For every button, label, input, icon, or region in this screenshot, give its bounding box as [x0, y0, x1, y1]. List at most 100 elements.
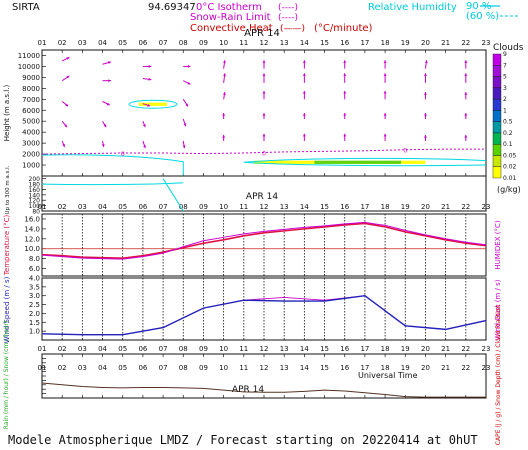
wind-arrow-head	[424, 134, 427, 138]
hour-label-lower: 01	[38, 345, 47, 353]
lowlevel-axis-label: Up to 300 m a.s.l.	[5, 165, 11, 214]
wind-arrow-head	[222, 134, 226, 138]
wind-arrow-head	[302, 73, 306, 76]
rh-contour	[162, 178, 184, 212]
hour-label-bottom: 02	[58, 364, 67, 372]
hour-label-top: 14	[300, 39, 309, 47]
y-tick-label: 7000	[22, 96, 40, 104]
hour-label-lower: 10	[219, 345, 228, 353]
y-tick-label: 100	[29, 203, 41, 210]
hour-label-bottom: 17	[360, 364, 369, 372]
legend-snowrain-symbol: (----)	[278, 13, 298, 23]
clouds-title: Clouds	[493, 43, 524, 53]
y-tick-label: 160	[29, 187, 41, 194]
y-tick-label: 80	[32, 209, 40, 216]
wind-arrow-head	[66, 57, 70, 60]
wind-arrow-head	[103, 124, 107, 128]
hour-label-bottom: 10	[219, 364, 228, 372]
humidex-axis-label: HUMIDEX (°C)	[494, 220, 502, 269]
hour-label-lower: 07	[159, 345, 168, 353]
wind-arrow-head	[302, 90, 306, 94]
hour-label-bottom: 07	[159, 364, 168, 372]
wind-arrow-head	[66, 75, 70, 79]
hour-label-bottom: 18	[381, 364, 390, 372]
hour-label-bottom: 05	[118, 364, 127, 372]
wind-arrow-head	[464, 73, 468, 76]
y-tick-label: 9000	[22, 74, 40, 82]
hour-label-top: 12	[260, 39, 269, 47]
cloud-legend-swatch	[492, 166, 502, 179]
hour-label-mid: 20	[421, 203, 430, 211]
wind-arrow-head	[424, 60, 428, 64]
hour-label-top: 04	[98, 39, 107, 47]
y-tick-label: 8000	[22, 85, 40, 93]
cloud-legend-swatch	[492, 110, 502, 122]
hour-label-top: 23	[482, 39, 491, 47]
date-label-top: APR 14	[244, 28, 280, 39]
cloud-legend-label: 7	[503, 62, 507, 69]
wind-arrow-head	[343, 133, 347, 137]
wind-arrow-head	[106, 102, 110, 106]
wind-arrow-head	[262, 73, 266, 76]
coordinates: 94.69347	[148, 2, 196, 13]
clouds-unit: (g/kg)	[497, 185, 521, 194]
y-tick-label: 8.0	[29, 255, 40, 263]
wind-arrow-head	[183, 123, 187, 127]
cloud-legend-label: 0.2	[503, 130, 513, 137]
wind-arrow-head	[262, 60, 266, 63]
y-tick-label: 16.0	[24, 215, 40, 223]
legend-rh90: 90 %	[466, 1, 491, 12]
hour-label-lower: 14	[300, 345, 309, 353]
legend-isotherm: 0°C Isotherm	[196, 2, 262, 13]
wind-arrow-head	[464, 60, 468, 63]
y-tick-label: 3.0	[29, 292, 40, 300]
hour-label-lower: 09	[199, 345, 208, 353]
legend-convective-unit: (°C/minute)	[314, 23, 373, 34]
wind-arrow-head	[185, 103, 189, 107]
wind-speed-line	[41, 294, 487, 336]
legend-rh60: (60 %)	[466, 11, 499, 22]
hour-label-lower: 03	[78, 345, 87, 353]
wind-arrow-head	[223, 60, 226, 64]
wind-arrow-head	[182, 145, 186, 149]
isotherm-label: 0	[403, 147, 407, 154]
legend-convective-symbol: (——)	[280, 24, 305, 34]
isotherm-label: 0	[121, 151, 125, 158]
wind-arrow-head	[383, 133, 387, 137]
cloud-legend-swatch	[492, 143, 502, 156]
y-tick-label: 14.0	[24, 225, 40, 233]
hour-label-top: 20	[421, 39, 430, 47]
hour-label-mid: 10	[219, 203, 228, 211]
hour-label-mid: 12	[260, 203, 269, 211]
wind-arrow-head	[302, 60, 306, 63]
wind-arrow-head	[187, 81, 191, 85]
wind-arrow-head	[148, 77, 152, 81]
hour-label-bottom: 06	[138, 364, 147, 372]
hour-label-top: 08	[179, 39, 188, 47]
wind-arrow-head	[148, 64, 152, 68]
cloud-legend-swatch	[492, 87, 502, 100]
cloud-patch	[138, 102, 168, 106]
cloud-patch	[253, 160, 315, 164]
hour-label-bottom: 11	[239, 364, 248, 372]
wind-gust-axis-label: Wind Gust (m / s)	[494, 279, 502, 340]
cape-axis-label: CAPE (J / g) / Snow Depth (cm) / Cloud F…	[495, 305, 502, 446]
cloud-legend-swatch	[492, 65, 502, 77]
hour-label-top: 11	[239, 39, 248, 47]
universal-time-label: Universal Time	[358, 371, 418, 380]
hour-label-bottom: 12	[260, 364, 269, 372]
wind-arrow-head	[101, 144, 105, 147]
cloud-fraction-line	[41, 382, 486, 398]
hour-label-mid: 03	[78, 203, 87, 211]
wind-arrow-head	[383, 90, 387, 94]
hour-label-mid: 09	[199, 203, 208, 211]
hour-label-lower: 16	[340, 345, 349, 353]
hour-label-mid: 18	[381, 203, 390, 211]
hour-label-top: 17	[360, 39, 369, 47]
wind-arrow-head	[383, 113, 387, 116]
cloud-legend-label: 2	[503, 96, 507, 103]
hour-label-lower: 13	[280, 345, 289, 353]
hour-label-mid: 14	[300, 203, 309, 211]
hour-label-top: 03	[78, 39, 87, 47]
